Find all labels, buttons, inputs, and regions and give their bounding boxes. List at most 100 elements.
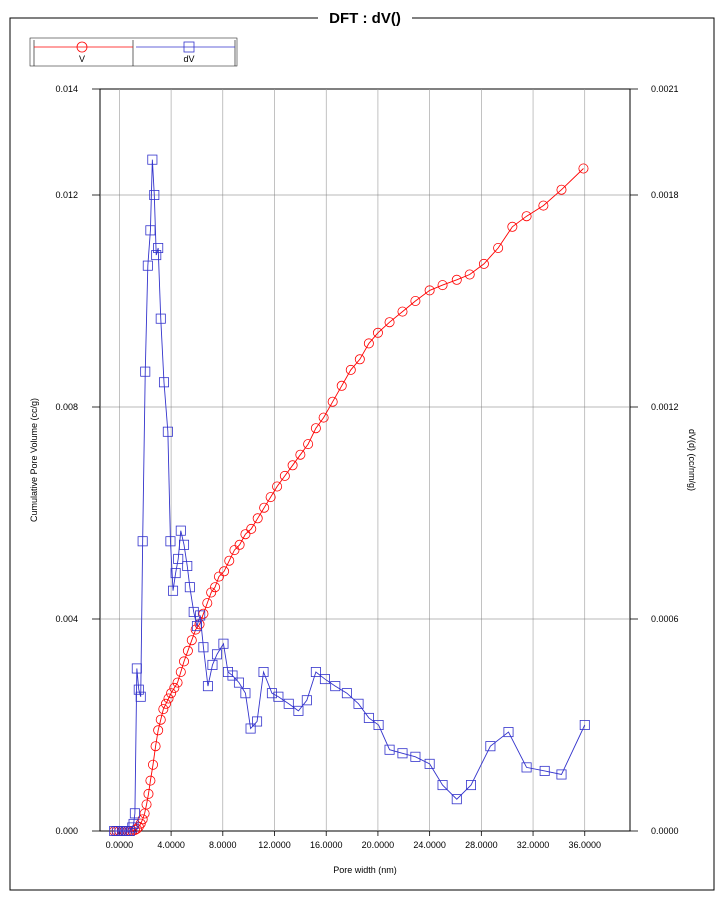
- grid: [100, 89, 630, 831]
- x-axis-ticks: 0.0000 4.0000 8.0000 12.0000 16.0000 20.0000 2…: [106, 831, 601, 850]
- data-point-dv: [195, 610, 206, 621]
- data-point-dv: [149, 189, 160, 200]
- data-point-dv: [162, 426, 173, 437]
- data-point-dv: [397, 748, 408, 759]
- data-point-v: [175, 667, 186, 678]
- data-point-dv: [245, 723, 256, 734]
- data-point-dv: [227, 670, 238, 681]
- data-point-v: [206, 587, 217, 598]
- data-point-dv: [252, 716, 263, 727]
- data-point-v: [198, 608, 209, 619]
- data-point-dv: [266, 688, 277, 699]
- data-point-dv: [363, 712, 374, 723]
- data-point-v: [135, 818, 146, 829]
- data-point-dv: [142, 260, 153, 271]
- data-point-dv: [503, 727, 514, 738]
- data-point-v: [578, 163, 589, 174]
- data-point-dv: [465, 780, 476, 791]
- data-point-v: [240, 529, 251, 540]
- data-point-dv: [319, 674, 330, 685]
- series-v: [109, 163, 589, 837]
- data-point-dv: [207, 659, 218, 670]
- data-point-v: [265, 492, 276, 503]
- data-point-v: [345, 364, 356, 375]
- data-point-dv: [147, 154, 158, 165]
- data-point-v: [210, 582, 221, 593]
- data-point-v: [259, 502, 270, 513]
- data-point-v: [160, 698, 171, 709]
- series-line-v: [114, 168, 584, 832]
- plot-border: [99, 88, 631, 832]
- data-point-v: [229, 545, 240, 556]
- data-point-v: [179, 656, 190, 667]
- data-point-dv: [168, 585, 179, 596]
- x-tick-label: 36.0000: [568, 840, 601, 850]
- data-point-v: [410, 295, 421, 306]
- data-point-v: [166, 688, 177, 699]
- x-tick-label: 8.0000: [209, 840, 237, 850]
- data-point-dv: [165, 536, 176, 547]
- data-point-dv: [135, 691, 146, 702]
- data-point-dv: [373, 720, 384, 731]
- x-tick-label: 16.0000: [310, 840, 343, 850]
- data-point-v: [190, 624, 201, 635]
- data-point-v: [219, 566, 230, 577]
- x-tick-label: 4.0000: [157, 840, 185, 850]
- data-point-dv: [131, 663, 142, 674]
- data-point-v: [493, 242, 504, 253]
- y-right-tick-label: 0.0021: [651, 84, 679, 94]
- data-point-v: [182, 645, 193, 656]
- data-point-dv: [198, 642, 209, 653]
- data-point-v: [246, 523, 257, 534]
- y-left-axis-label: Cumulative Pore Volume (cc/g): [29, 398, 39, 522]
- data-point-dv: [151, 250, 162, 261]
- data-point-v: [153, 725, 164, 736]
- data-point-dv: [301, 695, 312, 706]
- x-tick-label: 20.0000: [362, 840, 395, 850]
- data-point-dv: [182, 561, 193, 572]
- data-point-dv: [129, 808, 140, 819]
- data-point-v: [451, 274, 462, 285]
- y-left-tick-label: 0.000: [55, 826, 78, 836]
- data-point-dv: [218, 638, 229, 649]
- data-point-v: [538, 200, 549, 211]
- legend: V dV: [29, 37, 238, 67]
- data-point-dv: [240, 688, 251, 699]
- legend-dv-marker: [183, 41, 195, 53]
- title-backing: [318, 8, 412, 28]
- data-point-dv: [485, 741, 496, 752]
- data-point-dv: [293, 705, 304, 716]
- data-point-dv: [353, 698, 364, 709]
- x-axis-label: Pore width (nm): [333, 865, 397, 875]
- x-tick-label: 0.0000: [106, 840, 134, 850]
- data-point-v: [172, 677, 183, 688]
- data-point-dv: [410, 751, 421, 762]
- data-point-dv: [137, 536, 148, 547]
- y-left-axis-ticks: 0.000 0.004 0.008 0.012 0.014: [55, 84, 100, 836]
- data-point-v: [372, 327, 383, 338]
- data-point-v: [336, 380, 347, 391]
- data-point-dv: [175, 525, 186, 536]
- data-point-dv: [258, 667, 269, 678]
- x-tick-label: 12.0000: [258, 840, 291, 850]
- data-point-dv: [133, 684, 144, 695]
- legend-dv-label: dV: [183, 54, 194, 64]
- data-point-dv: [153, 242, 164, 253]
- data-point-dv: [127, 822, 138, 833]
- data-point-v: [384, 317, 395, 328]
- data-point-dv: [145, 225, 156, 236]
- x-tick-label: 32.0000: [517, 840, 550, 850]
- data-point-dv: [140, 366, 151, 377]
- x-tick-label: 24.0000: [413, 840, 446, 850]
- data-point-dv: [155, 313, 166, 324]
- data-point-v: [234, 539, 245, 550]
- data-point-dv: [384, 744, 395, 755]
- data-point-v: [272, 481, 283, 492]
- data-point-dv: [128, 818, 139, 829]
- data-point-dv: [556, 769, 567, 780]
- data-point-v: [252, 513, 263, 524]
- data-point-dv: [310, 667, 321, 678]
- legend-box: [29, 37, 238, 67]
- data-point-v: [145, 775, 156, 786]
- data-point-v: [143, 788, 154, 799]
